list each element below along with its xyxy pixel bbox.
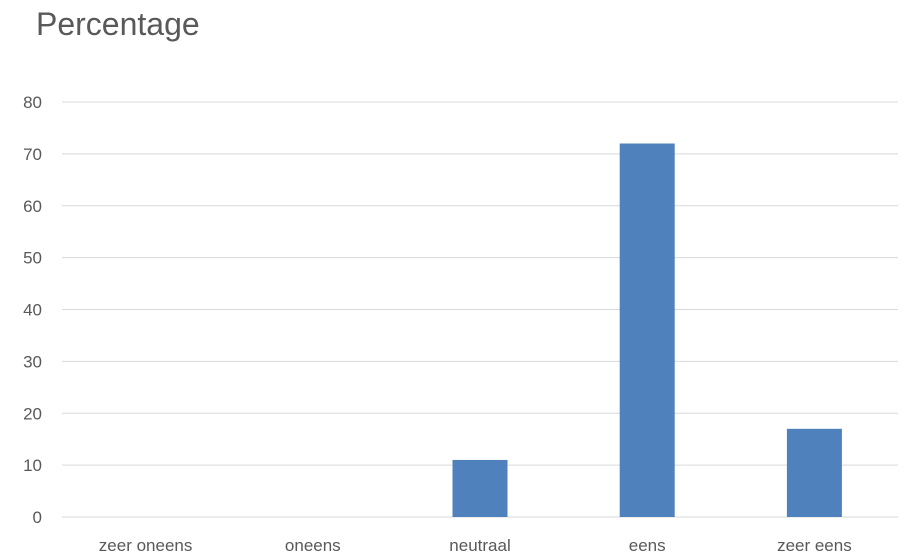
- chart-title: Percentage: [36, 6, 200, 42]
- y-axis-tick-labels: 0 10 20 30 40 50 60 70 80: [23, 93, 42, 527]
- x-tick-label: eens: [629, 536, 666, 555]
- x-tick-label: zeer eens: [777, 536, 852, 555]
- y-tick-label: 50: [23, 249, 42, 268]
- bar: [619, 143, 675, 517]
- bar: [786, 428, 842, 517]
- x-tick-label: zeer oneens: [99, 536, 193, 555]
- y-tick-label: 60: [23, 197, 42, 216]
- y-tick-label: 30: [23, 352, 42, 371]
- y-tick-label: 70: [23, 145, 42, 164]
- bar: [452, 459, 508, 517]
- y-tick-label: 80: [23, 93, 42, 112]
- y-tick-label: 10: [23, 456, 42, 475]
- bars: [452, 143, 842, 517]
- x-tick-label: neutraal: [449, 536, 510, 555]
- x-tick-label: oneens: [285, 536, 341, 555]
- y-tick-label: 0: [33, 508, 42, 527]
- y-tick-label: 20: [23, 404, 42, 423]
- y-tick-label: 40: [23, 301, 42, 320]
- x-axis-tick-labels: zeer oneens oneens neutraal eens zeer eens: [99, 536, 852, 555]
- gridlines: [62, 101, 898, 518]
